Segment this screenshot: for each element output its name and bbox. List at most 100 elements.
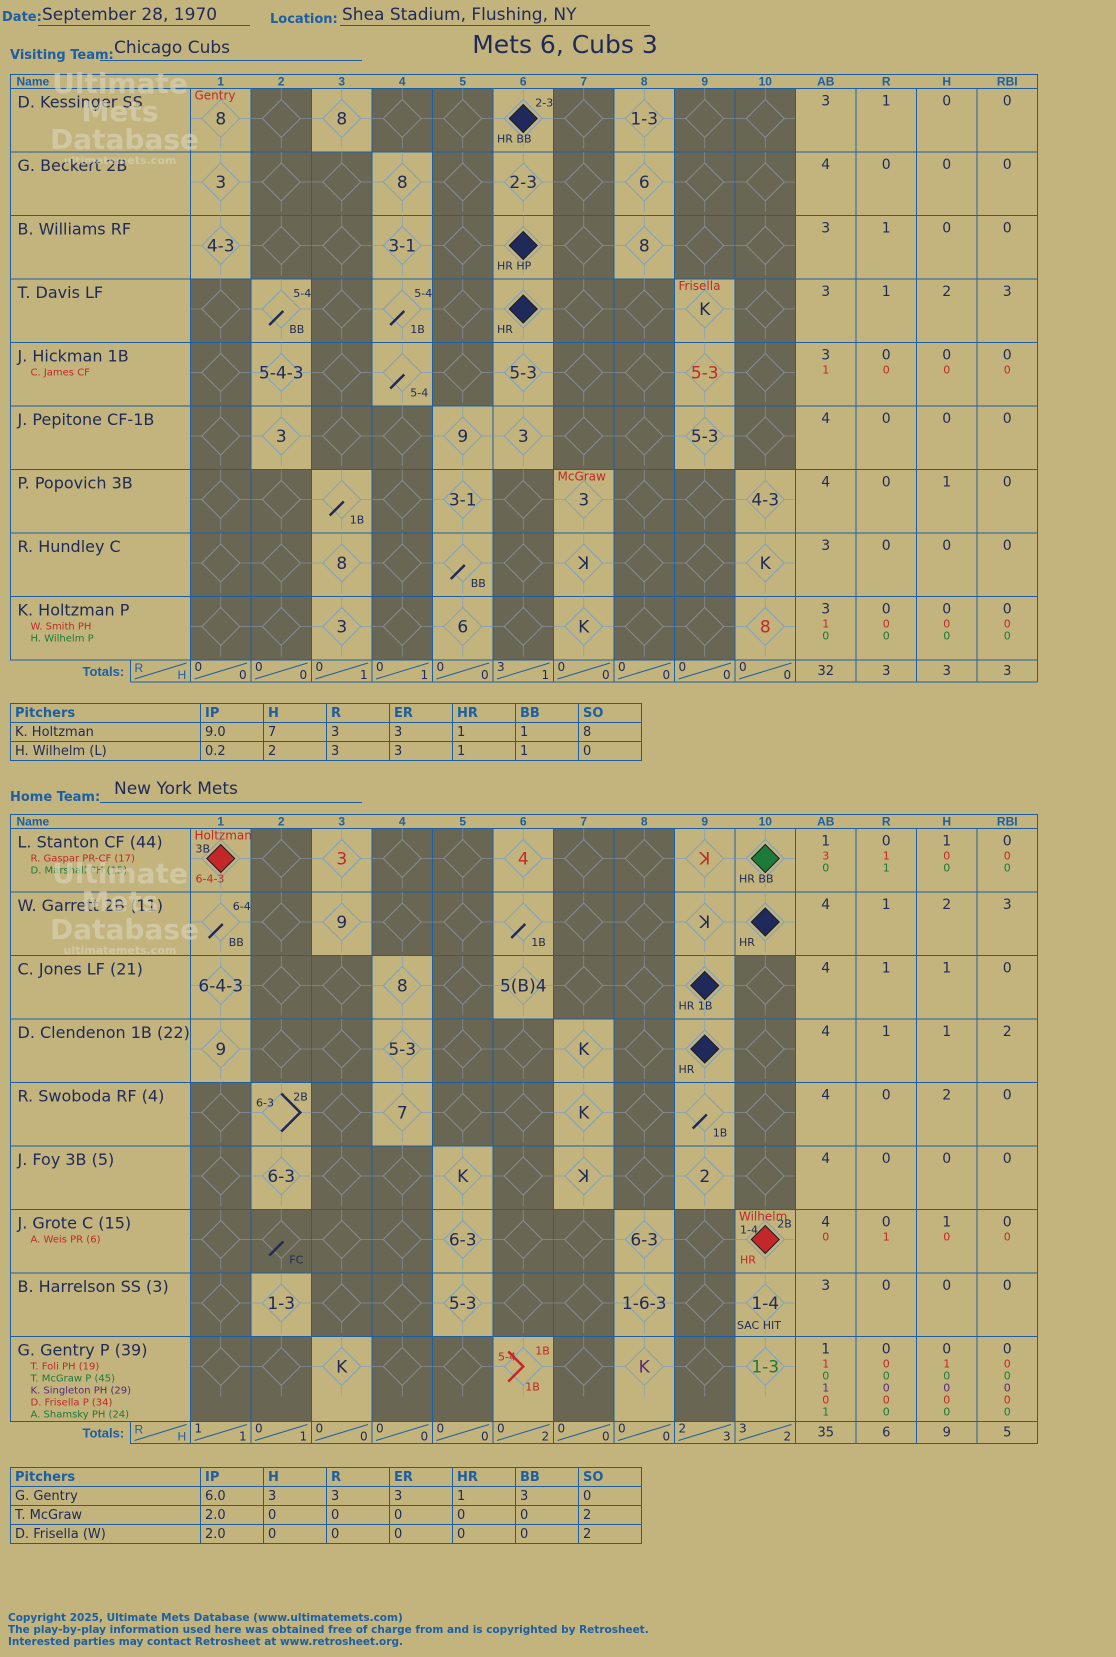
batter-name: J. Grote C (15) <box>17 1214 132 1233</box>
stat-value: 1 <box>822 1382 829 1395</box>
play-note: 1-4 <box>740 1224 758 1237</box>
total-stat: 5 <box>1003 1426 1011 1441</box>
diamond <box>624 902 664 942</box>
diamond <box>503 225 543 266</box>
batter-row: 4-3 3-1 HR HP 8 B. Williams RF 3 1 0 0 <box>10 215 1038 280</box>
diamond <box>322 479 362 520</box>
inning-hits: 2 <box>542 1430 550 1444</box>
diamond <box>624 965 664 1006</box>
rh-divider <box>315 662 369 680</box>
play-code: 3-1 <box>388 237 416 257</box>
stat-value: 0 <box>1003 834 1012 850</box>
play-note: HR <box>740 1254 756 1267</box>
batter-row: 5-4 BB 5-4 1B HR K Frisella T. Davis LF 3 1 2 3 <box>10 278 1038 343</box>
hit-path <box>510 923 527 939</box>
play-code: 6 <box>639 173 650 193</box>
diamond <box>443 162 483 202</box>
pitcher-name: T. McGraw <box>10 1505 201 1525</box>
diamond <box>745 1283 785 1323</box>
diamond <box>624 1092 664 1133</box>
substitute-name: A. Weis PR (6) <box>31 1235 101 1246</box>
stat-value: 0 <box>943 1231 950 1244</box>
diamond <box>685 902 725 942</box>
watermark-logo-home: Ultimate Mets Database ultimatemets.com <box>50 860 199 970</box>
stat-value: 0 <box>1003 1151 1012 1167</box>
inning-runs: 3 <box>497 660 505 674</box>
play-code: 4-3 <box>751 491 779 511</box>
pitcher-change: McGraw <box>558 470 607 484</box>
play-note: 5-4 <box>498 1351 516 1364</box>
home-team-label: Home Team: <box>10 790 101 805</box>
inning-header: 4 <box>399 815 406 829</box>
stat-header: AB <box>817 815 835 829</box>
hit-path <box>389 373 406 390</box>
diamond <box>201 1219 241 1260</box>
inning-hits: 0 <box>421 1430 429 1444</box>
pitcher-stat: 1 <box>452 1486 516 1506</box>
stat-value: 0 <box>943 1382 950 1395</box>
diamond <box>443 479 483 520</box>
run-scored-diamond <box>690 1034 720 1064</box>
hit-path <box>328 500 345 517</box>
stat-value: 0 <box>943 1394 950 1407</box>
inning-hits: 0 <box>300 668 308 682</box>
stat-value: 0 <box>1004 630 1011 643</box>
play-note: 3B <box>196 843 211 856</box>
pitching-header: HR <box>452 1467 516 1487</box>
inning-hits: 0 <box>784 668 792 682</box>
rh-divider <box>436 662 490 680</box>
diamond <box>382 98 422 139</box>
diamond <box>503 479 543 520</box>
stat-value: 3 <box>821 284 830 300</box>
pitching-header: R <box>326 703 390 723</box>
diamond <box>685 352 725 393</box>
inning-header: 10 <box>759 75 773 89</box>
batter-name: W. Garrett 2B (11) <box>18 896 163 915</box>
batter-name: B. Williams RF <box>18 220 132 239</box>
play-note: BB <box>289 323 304 336</box>
totals-r-key: R <box>135 1423 144 1437</box>
visiting-team-label: Visiting Team: <box>10 48 114 63</box>
game-location: Shea Stadium, Flushing, NY <box>342 5 577 25</box>
diamond <box>564 543 604 583</box>
batter-row: 5-4-3 5-4 5-3 5-3 J. Hickman 1B C. James CF 31… <box>10 342 1038 407</box>
pitching-header: BB <box>515 703 579 723</box>
inning-runs: 0 <box>316 660 324 674</box>
batter-row: 6-4 BB 9 1B ꓘ HR W. Garrett 2B (11) 4 1 2 3 <box>10 891 1038 956</box>
stat-header: H <box>942 75 951 89</box>
stat-value: 0 <box>942 157 951 173</box>
pitcher-row: K. Holtzman 9.0 7 3 3 1 1 8 <box>10 722 642 742</box>
pitcher-stat: 1 <box>452 741 516 761</box>
name-header: Name <box>17 75 50 89</box>
stat-value: 0 <box>1003 1215 1012 1231</box>
stat-value: 0 <box>943 1370 950 1383</box>
total-stat: 6 <box>882 1426 890 1441</box>
inning-runs: 0 <box>558 660 566 674</box>
diamond <box>443 1092 483 1133</box>
run-scored-diamond <box>508 230 538 261</box>
stat-value: 1 <box>883 850 890 863</box>
inning-hits: 0 <box>663 1430 671 1444</box>
diamond <box>685 543 725 583</box>
diamond <box>624 225 664 266</box>
batter-name: C. Jones LF (21) <box>18 960 143 979</box>
play-code: 3-1 <box>449 491 477 511</box>
stat-value: 0 <box>822 862 829 875</box>
visitors-pitching-table: Pitchers IP H R ER HR BB SO K. Holtzman 9.0 7 3 3 1 1 8… <box>10 703 642 761</box>
inning-runs: 0 <box>739 660 747 674</box>
play-code: 8 <box>760 618 771 638</box>
stat-value: 1 <box>942 475 951 491</box>
diamond <box>382 838 422 879</box>
diamond <box>745 352 785 393</box>
diamond <box>382 416 422 456</box>
stat-value: 0 <box>943 364 950 377</box>
stat-header: RBI <box>997 815 1018 829</box>
date-label: Date: <box>2 10 42 25</box>
batter-row: 1-3 5-3 1-6-3 1-4 SAC HIT B. Harrelson SS (3)… <box>10 1272 1038 1337</box>
diamond <box>322 1029 362 1069</box>
inning-cell <box>674 1336 736 1422</box>
inning-header: 6 <box>520 815 527 829</box>
diamond <box>745 416 785 456</box>
